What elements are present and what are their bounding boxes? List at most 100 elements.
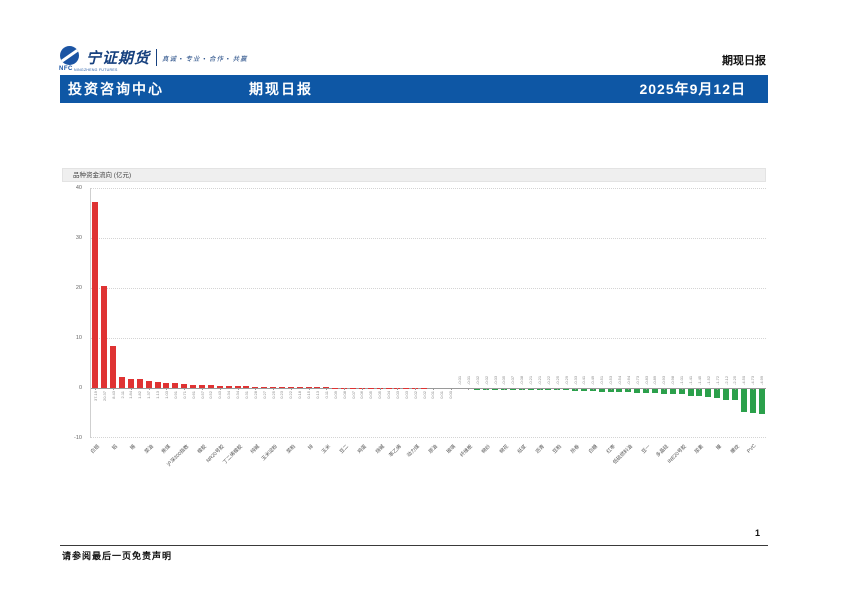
bar-column — [190, 384, 197, 388]
x-axis-label: 菜粕 — [285, 443, 297, 456]
x-axis-label: 棉花 — [498, 443, 510, 456]
x-axis-tick — [610, 388, 612, 390]
x-axis-label: 螺纹 — [729, 443, 741, 456]
bar-value-label: 0.11 — [323, 391, 329, 399]
bar-column — [216, 385, 223, 388]
bar-value-label: 0.91 — [172, 391, 178, 399]
bar-value-label: -0.98 — [670, 375, 676, 385]
bar-column — [660, 389, 667, 394]
bar-column — [598, 389, 605, 392]
x-axis-tick — [113, 388, 115, 390]
x-axis-label: 热卷 — [569, 443, 581, 456]
gridline-y-10 — [91, 338, 766, 339]
bar-column — [527, 389, 534, 391]
x-axis-label: 菜油 — [143, 443, 155, 456]
bar-value-label: 0.01 — [430, 391, 436, 399]
x-axis-label: 尿素 — [694, 443, 706, 456]
x-axis-label: 棉纱 — [480, 443, 493, 456]
bar-column — [296, 387, 303, 388]
x-axis-tick — [468, 388, 470, 390]
x-axis-label: 动力煤 — [406, 443, 422, 459]
logo-divider — [156, 49, 157, 66]
x-axis-tick — [237, 388, 239, 390]
x-axis-tick — [344, 388, 346, 390]
x-axis-tick — [273, 388, 275, 390]
company-name: 宁证期货 — [86, 51, 151, 67]
bar-value-label: -0.02 — [474, 375, 480, 385]
bar-column — [172, 383, 179, 388]
bar-value-label: -0.64 — [625, 375, 631, 385]
bar-value-label: -2.12 — [723, 375, 729, 385]
x-axis-tick — [646, 388, 648, 390]
gridline-y--10 — [91, 437, 766, 438]
chart-y-axis: 40 30 20 10 0 -10 — [58, 185, 86, 441]
x-axis-label: 铝 — [111, 443, 120, 452]
x-axis-tick — [415, 388, 417, 390]
bar-value-label: 0.18 — [297, 391, 303, 399]
x-axis-tick — [699, 388, 701, 390]
x-axis-label: 红枣 — [605, 443, 617, 456]
bar-column — [252, 386, 259, 388]
x-axis-tick — [166, 388, 168, 390]
x-axis-label: 鸡蛋 — [356, 443, 368, 456]
bar-column — [199, 385, 206, 388]
header-report-title: 期现日报 — [249, 81, 313, 97]
bar-value-label: 0.28 — [252, 391, 258, 399]
bar-value-label: -0.25 — [554, 375, 560, 385]
bar-value-label: -0.03 — [492, 375, 498, 385]
x-axis-tick — [202, 388, 204, 390]
x-axis-tick — [397, 388, 399, 390]
bar-value-label: 1.13 — [155, 391, 161, 399]
bar-value-label: -0.33 — [572, 375, 578, 385]
bar-column — [234, 386, 241, 388]
bar-value-label: 0.34 — [235, 391, 241, 399]
bar-value-label: -2.25 — [732, 375, 738, 385]
x-axis-tick — [148, 388, 150, 390]
bar-column — [305, 387, 312, 388]
bar-value-label: -0.21 — [537, 375, 543, 385]
bar-value-label: 0.01 — [439, 391, 445, 399]
bar-value-label: 0.25 — [270, 391, 276, 399]
x-axis-label: 原油 — [427, 443, 439, 456]
x-axis-label: 玉米淀粉 — [260, 443, 280, 463]
x-axis-label: 多晶硅 — [654, 443, 670, 459]
bar-value-label: 0.03 — [394, 391, 400, 399]
x-axis-tick — [503, 388, 505, 390]
bar-column — [127, 378, 134, 388]
y-tick-label: 40 — [75, 185, 82, 191]
bar-column — [243, 386, 250, 388]
x-axis-label: 苯乙烯 — [388, 443, 404, 459]
y-tick-label: 30 — [75, 235, 82, 241]
y-tick-label: 0 — [78, 385, 82, 391]
x-axis-label: 沥青 — [534, 443, 546, 456]
bar-value-label: -0.08 — [519, 375, 525, 385]
y-tick-label: 20 — [75, 285, 82, 291]
bar-value-label: -0.05 — [501, 375, 507, 385]
footer-divider — [60, 545, 768, 546]
bar-value-label: 0.02 — [421, 391, 427, 399]
gridline-y-30 — [91, 238, 766, 239]
bar-value-label: 0.31 — [243, 391, 249, 399]
bar-column — [225, 386, 232, 388]
x-axis-label: 纤维板 — [459, 443, 475, 459]
bar-value-label: 37.19 — [92, 391, 98, 402]
x-axis-tick — [717, 388, 719, 390]
bar-column — [625, 389, 632, 393]
bar-column — [314, 387, 321, 388]
x-axis-label: 豆二 — [338, 443, 351, 456]
bar-value-label: 0.15 — [306, 391, 312, 399]
x-axis-tick — [326, 388, 328, 390]
gridline-y-0 — [91, 388, 766, 389]
x-axis-label: 白糖 — [587, 443, 599, 456]
bar-value-label: -0.29 — [563, 375, 569, 385]
bar-value-label: -0.83 — [643, 375, 649, 385]
bar-column — [92, 202, 99, 388]
bar-value-label: -0.73 — [634, 375, 640, 385]
bar-value-label: -0.21 — [528, 375, 534, 385]
x-axis-label: 玉米 — [320, 443, 333, 456]
x-axis-tick — [734, 388, 736, 390]
bar-column — [136, 378, 143, 388]
bar-value-label: 0.05 — [377, 391, 383, 399]
bar-value-label: -0.54 — [616, 375, 622, 385]
bar-value-label: -4.73 — [750, 375, 756, 385]
